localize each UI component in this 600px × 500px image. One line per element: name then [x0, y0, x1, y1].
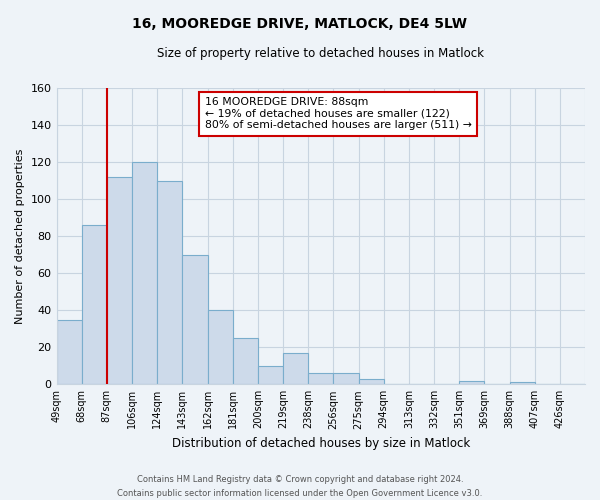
Bar: [258, 366, 283, 384]
Bar: [208, 310, 233, 384]
Title: Size of property relative to detached houses in Matlock: Size of property relative to detached ho…: [157, 48, 484, 60]
Bar: [132, 162, 157, 384]
X-axis label: Distribution of detached houses by size in Matlock: Distribution of detached houses by size …: [172, 437, 470, 450]
Bar: [233, 338, 258, 384]
Text: Contains HM Land Registry data © Crown copyright and database right 2024.
Contai: Contains HM Land Registry data © Crown c…: [118, 476, 482, 498]
Bar: [182, 254, 208, 384]
Bar: [157, 180, 182, 384]
Text: 16, MOOREDGE DRIVE, MATLOCK, DE4 5LW: 16, MOOREDGE DRIVE, MATLOCK, DE4 5LW: [133, 18, 467, 32]
Bar: [308, 373, 334, 384]
Bar: [459, 380, 484, 384]
Bar: [283, 353, 308, 384]
Bar: [509, 382, 535, 384]
Bar: [334, 373, 359, 384]
Bar: [82, 225, 107, 384]
Bar: [107, 177, 132, 384]
Text: 16 MOOREDGE DRIVE: 88sqm
← 19% of detached houses are smaller (122)
80% of semi-: 16 MOOREDGE DRIVE: 88sqm ← 19% of detach…: [205, 97, 472, 130]
Bar: [56, 320, 82, 384]
Y-axis label: Number of detached properties: Number of detached properties: [15, 148, 25, 324]
Bar: [359, 379, 383, 384]
